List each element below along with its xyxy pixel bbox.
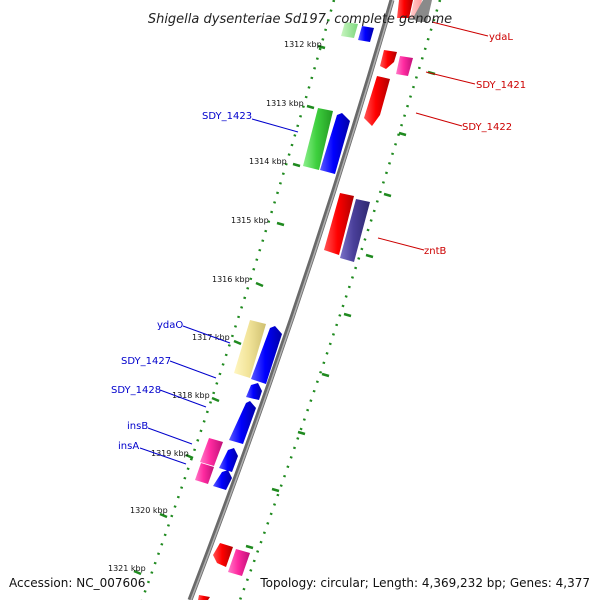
gene-zntB-purple[interactable]	[340, 199, 370, 262]
tick-label: 1319 kbp	[151, 449, 189, 458]
forward-genes	[324, 0, 432, 262]
gene-label-SDY_1428: SDY_1428	[111, 385, 161, 396]
tick-label: 1320 kbp	[130, 506, 168, 515]
gene-label-SDY_1427: SDY_1427	[121, 356, 171, 367]
tick-label: 1321 kbp	[108, 564, 146, 573]
tick-label: 1314 kbp	[249, 157, 287, 166]
genome-backbone	[187, 0, 395, 600]
tick-label: 1317 kbp	[192, 333, 230, 342]
gene-label-ydaL: ydaL	[489, 32, 513, 43]
gene-red-edge[interactable]	[198, 595, 210, 600]
major-ticks-inner	[133, 44, 326, 576]
gene-insB-blue[interactable]	[219, 448, 238, 472]
tick-label: 1312 kbp	[284, 40, 322, 49]
gene-label-SDY_1422: SDY_1422	[462, 122, 512, 133]
tick-label: 1313 kbp	[266, 99, 304, 108]
inner-tick-arc	[140, 0, 336, 600]
gene-ydaL-red[interactable]	[397, 0, 413, 18]
gene-insB-pink[interactable]	[200, 438, 223, 466]
tick-label: 1315 kbp	[231, 216, 269, 225]
gene-SDY_1428[interactable]	[229, 401, 256, 444]
gene-label-insA: insA	[118, 441, 139, 452]
forward-label-lines	[377, 21, 489, 251]
gene-green-top-light[interactable]	[341, 22, 358, 38]
reverse-label-lines	[139, 118, 299, 465]
gene-SDY_1428-small[interactable]	[246, 383, 262, 400]
gene-label-SDY_1421: SDY_1421	[476, 80, 526, 91]
genome-backbone-highlight	[190, 0, 394, 600]
gene-SDY_1423-green[interactable]	[303, 108, 333, 170]
gene-zntB-red[interactable]	[324, 193, 354, 255]
map-title: Shigella dysenteriae Sd197, complete gen…	[148, 12, 452, 27]
gene-SDY_1427[interactable]	[251, 326, 282, 384]
reverse-genes	[195, 108, 350, 600]
gene-SDY_1423-blue[interactable]	[320, 113, 350, 174]
gene-gray-top[interactable]	[413, 0, 432, 22]
gene-label-SDY_1423: SDY_1423	[202, 111, 252, 122]
gene-ydaO[interactable]	[234, 320, 266, 378]
gene-insA-blue[interactable]	[213, 470, 232, 490]
gene-label-insB: insB	[127, 421, 148, 432]
outer-tick-arc	[238, 0, 442, 600]
gene-label-zntB: zntB	[424, 246, 447, 257]
gene-blue-top[interactable]	[358, 26, 374, 42]
gene-SDY_1421-red[interactable]	[380, 50, 397, 69]
accession-text: Accession: NC_007606	[9, 576, 145, 590]
tick-label: 1318 kbp	[172, 391, 210, 400]
gene-label-ydaO: ydaO	[157, 320, 183, 331]
gene-red-bottom[interactable]	[213, 543, 233, 567]
gene-pink-bottom[interactable]	[228, 549, 250, 576]
genome-summary-text: Topology: circular; Length: 4,369,232 bp…	[259, 576, 590, 590]
gene-insA-pink[interactable]	[195, 463, 214, 484]
gene-SDY_1422[interactable]	[364, 76, 390, 126]
tick-label: 1316 kbp	[212, 275, 250, 284]
gene-SDY_1421-pink[interactable]	[396, 56, 413, 76]
